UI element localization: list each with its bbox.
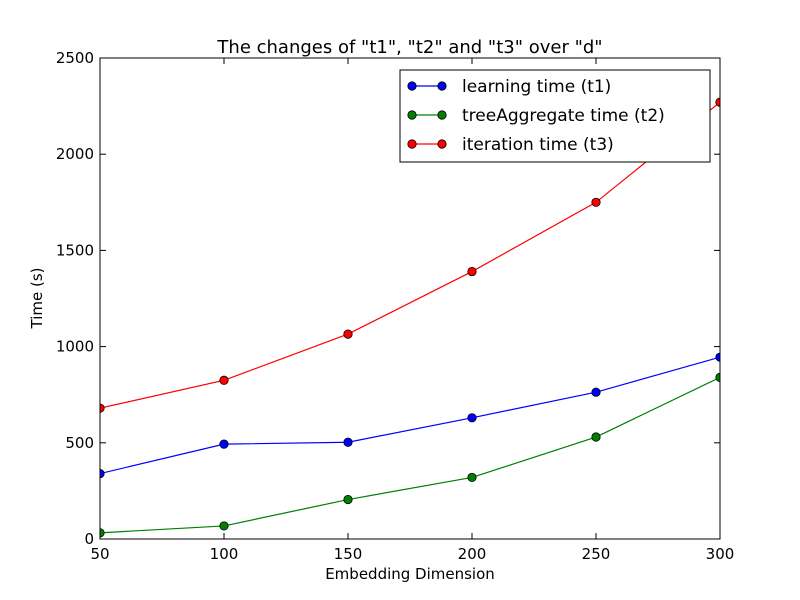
legend-box: [399, 69, 711, 163]
x-tick-label: 100: [210, 545, 239, 563]
y-tick-label: 2500: [56, 49, 94, 67]
y-tick-label: 1000: [56, 338, 94, 356]
data-point-t1: [219, 439, 229, 449]
plot-frame: [99, 57, 721, 540]
data-point-t1: [343, 437, 353, 447]
x-tick-label: 300: [706, 545, 735, 563]
legend: learning time (t1) treeAggregate time (t2…: [399, 69, 711, 163]
legend-marker-t2: [437, 110, 447, 120]
x-axis-title: Embedding Dimension: [325, 565, 495, 583]
data-point-t3: [467, 266, 477, 277]
y-axis-title: Time (s): [28, 268, 46, 330]
chart-title: The changes of "t1", "t2" and "t3" over …: [216, 37, 602, 58]
data-point-t2: [219, 521, 229, 531]
legend-marker-t1: [437, 81, 447, 91]
data-point-t2: [467, 472, 477, 483]
y-axis: 0 500 1000 1500 2000 2500: [56, 49, 720, 548]
x-tick-label: 150: [334, 545, 363, 563]
legend-label-t1: learning time (t1): [462, 77, 611, 97]
data-point-t2: [343, 494, 353, 505]
series-group: [100, 97, 720, 538]
series-line-t2: [100, 376, 720, 534]
y-tick-label: 1500: [56, 241, 94, 259]
x-tick-label: 200: [458, 545, 487, 563]
legend-marker-t1: [407, 81, 417, 91]
x-tick-label: 250: [582, 545, 611, 563]
legend-marker-t2: [407, 110, 417, 120]
y-tick-label: 500: [65, 434, 94, 452]
series-line-t1: [100, 356, 720, 475]
data-point-t3: [343, 329, 353, 339]
series-layer: [100, 97, 720, 538]
legend-label-t2: treeAggregate time (t2): [462, 106, 665, 126]
y-tick-label: 0: [84, 530, 94, 548]
x-tick-label: 50: [90, 545, 109, 563]
legend-label-t3: iteration time (t3): [462, 135, 614, 155]
data-point-t1: [591, 387, 601, 397]
legend-marker-t3: [407, 139, 417, 149]
data-point-t3: [219, 375, 229, 385]
data-point-t1: [467, 413, 477, 423]
legend-marker-t3: [437, 139, 447, 149]
data-point-t2: [591, 432, 601, 442]
series-line-t3: [100, 101, 720, 409]
y-tick-label: 2000: [56, 145, 94, 163]
data-point-t3: [591, 197, 601, 207]
x-axis: 50 100 150 200 250 300: [90, 58, 734, 563]
